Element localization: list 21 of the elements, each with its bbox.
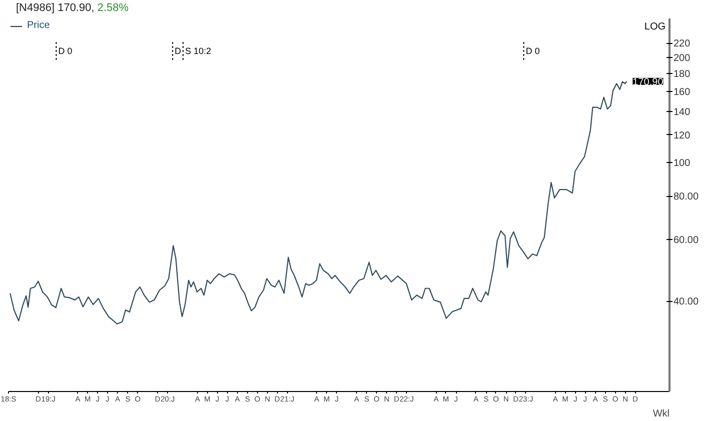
ref-line-label: D 0 [526, 46, 540, 56]
y-tick-label: 80.00 [674, 192, 699, 203]
ref-line-label: D 0 [58, 46, 72, 56]
y-tick-label: 140 [674, 107, 691, 118]
text: Wkl [652, 408, 670, 420]
y-tick-label: 160 [674, 86, 691, 98]
annotation: 170.90 [632, 76, 664, 88]
y-tick-label: 200 [674, 53, 691, 64]
y-tick-label: 100 [674, 158, 691, 169]
y-tick-label: 60.00 [674, 235, 699, 246]
y-tick-label: 120 [674, 130, 691, 142]
line-series [10, 80, 628, 324]
ref-line-label: S 10:2 [185, 46, 212, 56]
chart-title: [N4986] 170.90, [16, 2, 94, 14]
annotation: LOG [644, 22, 666, 32]
ref-line-label: D [174, 46, 182, 56]
y-tick-label: 220 [674, 38, 691, 50]
y-tick-label: 180 [674, 69, 691, 80]
legend-label: Price [27, 20, 50, 31]
y-tick-label: 40.00 [674, 296, 699, 308]
text: 2.58% [97, 2, 129, 14]
